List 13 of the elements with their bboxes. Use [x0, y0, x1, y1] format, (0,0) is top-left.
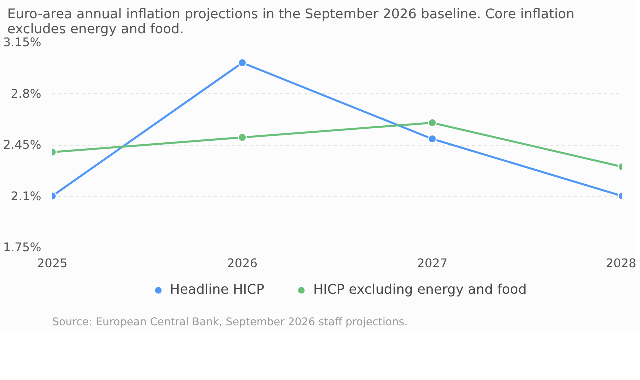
x-tick-label: 2028: [606, 256, 637, 270]
chart-title: Euro-area annual inflation projections in the September 2026 baseline. Core inflation excludes energy and food.: [8, 8, 575, 38]
y-tick-label: 2.45%: [3, 138, 42, 152]
x-tick-label: 2026: [227, 256, 258, 270]
y-tick-label: 1.75%: [3, 240, 42, 254]
legend-label: Headline HICP: [170, 282, 265, 298]
y-tick-label: 2.1%: [11, 189, 42, 204]
source-note: Source: European Central Bank, September 2026 staff projections.: [52, 316, 408, 328]
x-tick-label: 2025: [37, 256, 68, 270]
x-tick-label: 2027: [417, 256, 448, 270]
y-tick-label: 3.15%: [3, 36, 42, 50]
y-tick-label: 2.8%: [11, 86, 42, 101]
legend-label: HICP excluding energy and food: [314, 282, 527, 298]
